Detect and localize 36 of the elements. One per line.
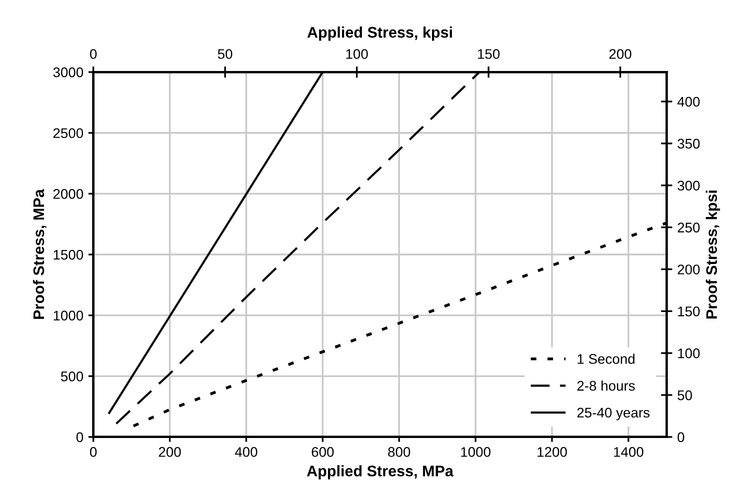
x2-tick-label: 150: [478, 49, 500, 59]
y-axis-title: Proof Stress, MPa: [32, 189, 46, 319]
y-tick-label: 2500: [53, 128, 84, 138]
y2-tick-label: 200: [678, 264, 700, 274]
x2-tick-label: 200: [609, 49, 632, 59]
y2-tick-label: 350: [678, 138, 700, 149]
x-tick-label: 0: [90, 447, 97, 457]
x-axis-title: Applied Stress, MPa: [306, 465, 454, 480]
legend-label: 25-40 years: [577, 408, 650, 420]
y-tick-label: 0: [76, 432, 84, 442]
x-tick-label: 1400: [614, 447, 644, 457]
y-tick-label: 3000: [53, 67, 84, 78]
y2-tick-label: 150: [678, 306, 700, 316]
y2-tick-label: 0: [678, 432, 684, 442]
x-tick-label: 1200: [538, 447, 567, 457]
x-tick-label: 400: [234, 447, 258, 457]
x-tick-label: 600: [312, 447, 334, 457]
legend-label: 2-8 hours: [577, 380, 635, 391]
y2-tick-label: 100: [678, 348, 700, 358]
x2-tick-label: 50: [218, 49, 232, 59]
x-tick-label: 200: [158, 447, 181, 457]
y2-tick-label: 400: [677, 96, 700, 107]
y2-tick-label: 250: [678, 222, 700, 232]
y2-tick-label: 300: [678, 180, 700, 191]
y2-tick-label: 50: [678, 390, 692, 400]
y-tick-label: 1000: [54, 310, 84, 321]
y-tick-label: 2000: [53, 189, 84, 199]
x2-tick-label: 0: [90, 49, 97, 59]
x2-tick-label: 100: [346, 49, 368, 59]
x-tick-label: 1000: [461, 447, 490, 457]
legend-label: 1 Second: [578, 354, 634, 364]
y2-axis-title: Proof Stress, kpsi: [706, 190, 720, 318]
x-tick-label: 800: [388, 447, 410, 457]
y-tick-label: 1500: [54, 250, 84, 260]
x2-axis-title: Applied Stress, kpsi: [307, 26, 452, 41]
y-tick-label: 500: [61, 371, 84, 382]
